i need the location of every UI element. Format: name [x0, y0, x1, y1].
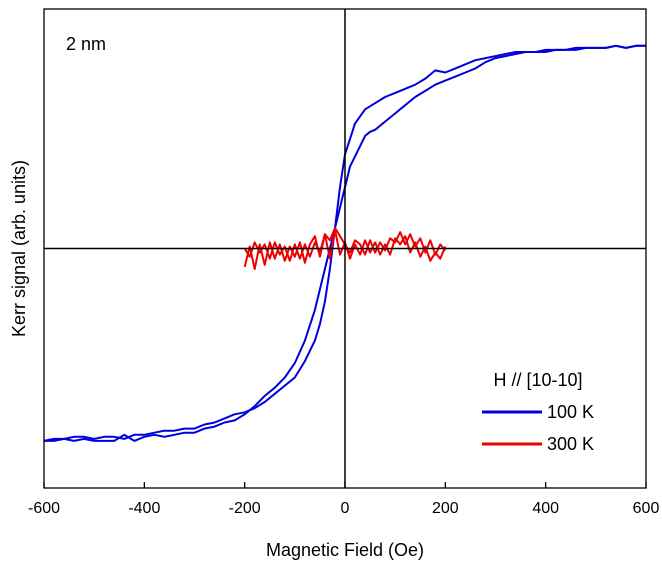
x-tick-label: 0 — [341, 500, 350, 517]
legend-label-300k: 300 K — [547, 434, 594, 454]
x-tick-label: 400 — [532, 500, 559, 517]
legend-label-100k: 100 K — [547, 402, 594, 422]
x-tick-label: 200 — [432, 500, 459, 517]
legend: H // [10-10] 100 K 300 K — [482, 370, 594, 454]
y-axis-title: Kerr signal (arb. units) — [9, 160, 29, 337]
series-100k-branch-0 — [44, 44, 646, 442]
series-100k-branch-1 — [43, 44, 646, 442]
x-ticks: -600 -400 -200 0 200 400 600 — [28, 482, 659, 517]
legend-title: H // [10-10] — [493, 370, 582, 390]
x-tick-label: -400 — [128, 500, 160, 517]
x-axis-title: Magnetic Field (Oe) — [266, 540, 424, 560]
x-tick-label: 600 — [633, 500, 660, 517]
x-tick-label: -600 — [28, 500, 60, 517]
x-tick-label: -200 — [229, 500, 261, 517]
thickness-annotation: 2 nm — [66, 34, 106, 54]
